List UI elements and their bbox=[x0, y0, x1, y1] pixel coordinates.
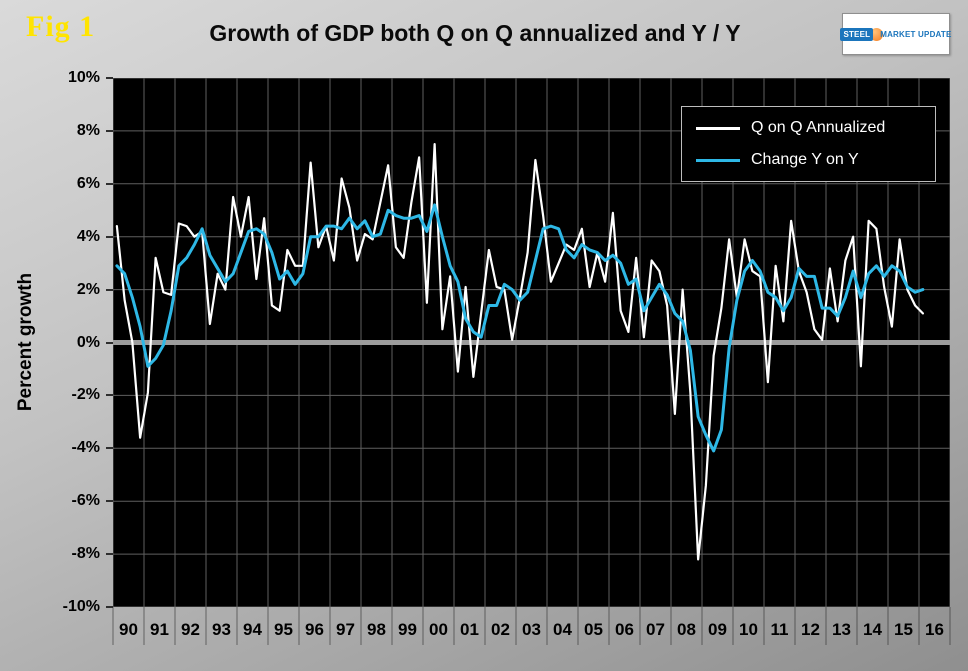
x-tick-label: 99 bbox=[398, 620, 417, 639]
legend: Q on Q Annualized Change Y on Y bbox=[681, 106, 936, 182]
x-tick-label: 02 bbox=[491, 620, 510, 639]
x-tick-label: 09 bbox=[708, 620, 727, 639]
y-tick-mark bbox=[106, 553, 113, 556]
x-tick-mark bbox=[701, 607, 703, 645]
x-tick-mark bbox=[639, 607, 641, 645]
x-tick-label: 13 bbox=[832, 620, 851, 639]
x-tick-mark bbox=[484, 607, 486, 645]
x-tick-label: 90 bbox=[119, 620, 138, 639]
legend-label: Change Y on Y bbox=[751, 151, 859, 168]
x-tick-label: 06 bbox=[615, 620, 634, 639]
y-tick-label: 10% bbox=[67, 69, 100, 86]
x-tick-label: 14 bbox=[863, 620, 882, 639]
x-tick-mark bbox=[236, 607, 238, 645]
x-tick-mark bbox=[143, 607, 145, 645]
x-tick-label: 97 bbox=[336, 620, 355, 639]
x-tick-label: 05 bbox=[584, 620, 603, 639]
x-tick-mark bbox=[887, 607, 889, 645]
x-tick-mark bbox=[949, 607, 951, 645]
y-tick-label: -2% bbox=[71, 386, 100, 404]
x-tick-label: 91 bbox=[150, 620, 169, 639]
x-tick-mark bbox=[453, 607, 455, 645]
y-tick-mark bbox=[106, 288, 113, 291]
y-tick-mark bbox=[106, 500, 113, 503]
x-tick-mark bbox=[422, 607, 424, 645]
x-tick-label: 01 bbox=[460, 620, 479, 639]
x-tick-label: 00 bbox=[429, 620, 448, 639]
y-tick-mark bbox=[106, 394, 113, 397]
x-tick-label: 92 bbox=[181, 620, 200, 639]
legend-label: Q on Q Annualized bbox=[751, 119, 886, 136]
x-tick-mark bbox=[360, 607, 362, 645]
chart-canvas bbox=[113, 78, 950, 607]
y-tick-mark bbox=[106, 235, 113, 238]
y-tick-mark bbox=[106, 129, 113, 132]
x-tick-mark bbox=[732, 607, 734, 645]
x-tick-mark bbox=[298, 607, 300, 645]
x-tick-label: 93 bbox=[212, 620, 231, 639]
plot-area: Q on Q Annualized Change Y on Y bbox=[113, 78, 950, 607]
y-tick-label: 8% bbox=[76, 121, 100, 139]
y-tick-label: -10% bbox=[62, 598, 100, 615]
y-tick-label: -6% bbox=[71, 492, 100, 510]
x-tick-label: 04 bbox=[553, 620, 572, 639]
x-tick-mark bbox=[267, 607, 269, 645]
legend-item: Change Y on Y bbox=[696, 151, 921, 169]
figure-label: Fig 1 bbox=[26, 10, 96, 43]
x-tick-mark bbox=[856, 607, 858, 645]
y-tick-label: 0% bbox=[76, 333, 100, 351]
x-tick-mark bbox=[763, 607, 765, 645]
y-tick-mark bbox=[106, 77, 113, 79]
x-tick-mark bbox=[825, 607, 827, 645]
x-tick-label: 98 bbox=[367, 620, 386, 639]
series-line-q-on-q-annualized bbox=[115, 143, 924, 561]
series-line-change-y-on-y bbox=[115, 203, 925, 453]
x-tick-mark bbox=[918, 607, 920, 645]
x-tick-mark bbox=[577, 607, 579, 645]
legend-line-swatch bbox=[696, 126, 740, 130]
x-tick-mark bbox=[391, 607, 393, 645]
x-tick-label: 08 bbox=[677, 620, 696, 639]
chart-title: Growth of GDP both Q on Q annualized and… bbox=[209, 20, 741, 46]
x-tick-mark bbox=[329, 607, 331, 645]
x-tick-label: 10 bbox=[739, 620, 758, 639]
x-tick-label: 11 bbox=[770, 620, 789, 639]
x-tick-mark bbox=[112, 607, 114, 645]
x-tick-mark bbox=[546, 607, 548, 645]
y-tick-label: -8% bbox=[71, 545, 100, 563]
x-tick-label: 16 bbox=[925, 620, 944, 639]
x-tick-mark bbox=[608, 607, 610, 645]
legend-line-swatch bbox=[696, 158, 740, 162]
steel-market-update-logo: STEEL MARKET UPDATE bbox=[840, 13, 952, 55]
x-tick-label: 07 bbox=[646, 620, 665, 639]
y-tick-mark bbox=[106, 182, 113, 185]
x-tick-mark bbox=[205, 607, 207, 645]
y-tick-label: 2% bbox=[76, 280, 100, 298]
logo-market-update-text: MARKET UPDATE bbox=[880, 29, 952, 39]
y-tick-mark bbox=[106, 606, 113, 608]
y-tick-label: -4% bbox=[71, 439, 100, 457]
x-tick-mark bbox=[174, 607, 176, 645]
y-axis-title: Percent growth bbox=[15, 272, 36, 412]
x-tick-label: 12 bbox=[801, 620, 820, 639]
y-axis-tick-labels: 10% 8% 6% 4% 2% 0% -2% -4% -6% -8% -10% bbox=[38, 69, 113, 615]
x-tick-mark bbox=[794, 607, 796, 645]
x-tick-label: 96 bbox=[305, 620, 324, 639]
logo-steel-text: STEEL bbox=[840, 27, 874, 41]
y-tick-label: 4% bbox=[76, 227, 100, 245]
x-tick-mark bbox=[515, 607, 517, 645]
y-tick-mark bbox=[106, 341, 113, 344]
x-axis-tick-labels: 90 91 92 93 94 95 96 97 98 99 00 01 02 03 04 05 06 07 08 09… bbox=[112, 607, 951, 667]
x-tick-label: 94 bbox=[243, 620, 262, 639]
y-tick-label: 6% bbox=[76, 174, 100, 192]
y-tick-mark bbox=[106, 447, 113, 450]
logo-orange-ball-icon bbox=[870, 27, 884, 41]
x-tick-label: 15 bbox=[894, 620, 913, 639]
legend-item: Q on Q Annualized bbox=[696, 119, 921, 137]
x-tick-label: 95 bbox=[274, 620, 293, 639]
x-tick-label: 03 bbox=[522, 620, 541, 639]
x-tick-mark bbox=[670, 607, 672, 645]
